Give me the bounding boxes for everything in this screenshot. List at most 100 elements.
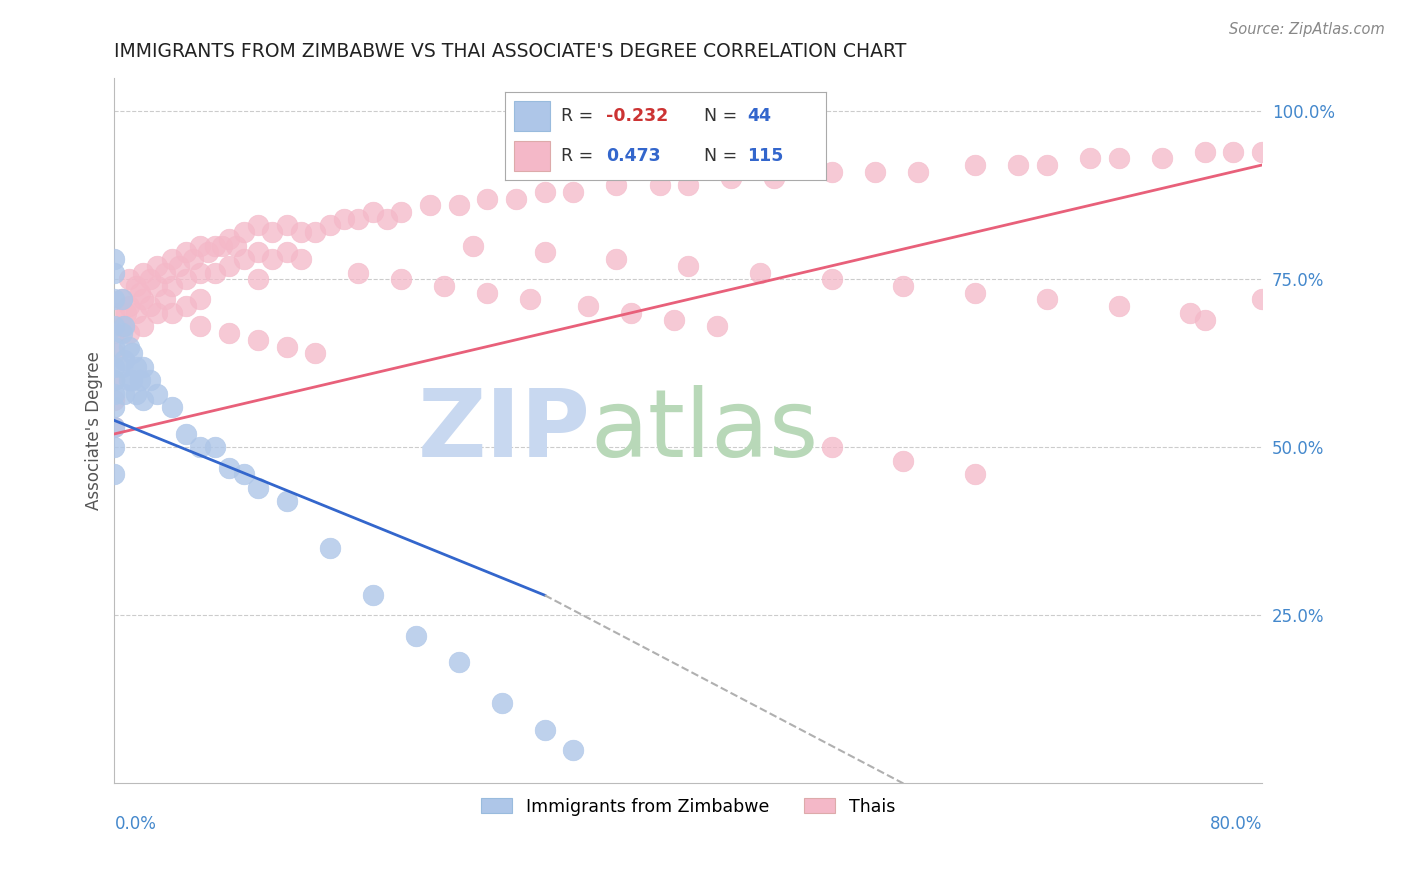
Point (262, 225, 284, 239)
Point (290, 225, 312, 239)
Point (1222, 145, 1244, 159)
Point (562, 185, 585, 199)
Point (447, 198, 470, 212)
Point (103, 326, 125, 340)
Point (160, 252, 183, 266)
Point (110, 359, 132, 374)
Point (103, 441, 125, 455)
Point (197, 245, 219, 260)
Point (190, 441, 212, 455)
Point (533, 185, 555, 199)
Point (246, 245, 269, 260)
Point (132, 319, 155, 334)
Point (167, 259, 190, 273)
Point (706, 319, 728, 334)
Point (139, 299, 162, 313)
Point (103, 266, 125, 280)
Point (232, 225, 254, 239)
Point (1108, 299, 1130, 313)
Point (121, 346, 143, 360)
Point (204, 266, 226, 280)
Point (115, 306, 138, 320)
Point (118, 326, 141, 340)
Point (419, 198, 441, 212)
Point (103, 359, 125, 374)
Point (1251, 293, 1274, 307)
Point (763, 171, 786, 186)
Point (1194, 312, 1216, 326)
Point (389, 272, 412, 286)
Point (477, 192, 499, 206)
Point (204, 441, 226, 455)
Point (907, 165, 929, 179)
Point (190, 319, 212, 334)
Point (114, 353, 136, 368)
Point (461, 238, 484, 252)
Point (218, 460, 240, 475)
Point (821, 272, 844, 286)
Point (347, 211, 370, 226)
Point (174, 245, 197, 260)
Point (1180, 306, 1202, 320)
Point (505, 192, 527, 206)
Point (1078, 151, 1101, 165)
Point (218, 232, 240, 246)
Point (1108, 151, 1130, 165)
Text: IMMIGRANTS FROM ZIMBABWE VS THAI ASSOCIATE'S DEGREE CORRELATION CHART: IMMIGRANTS FROM ZIMBABWE VS THAI ASSOCIA… (114, 42, 907, 61)
Point (620, 306, 643, 320)
Point (304, 225, 326, 239)
Point (174, 426, 197, 441)
Point (103, 339, 125, 353)
Point (139, 272, 162, 286)
Point (132, 266, 155, 280)
Point (125, 306, 148, 320)
Point (174, 299, 197, 313)
Point (118, 272, 141, 286)
Point (262, 252, 284, 266)
Point (160, 279, 183, 293)
Point (103, 420, 125, 434)
Point (204, 238, 226, 252)
Point (181, 252, 204, 266)
Point (110, 319, 132, 334)
Point (103, 386, 125, 401)
Point (118, 299, 141, 313)
Point (1150, 151, 1173, 165)
Point (863, 165, 886, 179)
Point (375, 211, 398, 226)
Point (605, 178, 627, 193)
Point (103, 373, 125, 387)
Point (103, 293, 125, 307)
Point (246, 219, 269, 233)
Point (103, 467, 125, 482)
Point (146, 386, 169, 401)
Point (103, 252, 125, 266)
Point (290, 252, 312, 266)
Point (103, 319, 125, 334)
Point (211, 238, 233, 252)
Point (965, 467, 987, 482)
Point (121, 373, 143, 387)
Point (333, 211, 356, 226)
Point (276, 219, 298, 233)
Point (103, 400, 125, 414)
Point (276, 494, 298, 508)
Point (125, 359, 148, 374)
Point (125, 386, 148, 401)
Point (347, 266, 370, 280)
Point (110, 293, 132, 307)
Point (720, 171, 742, 186)
Point (110, 293, 132, 307)
Point (318, 541, 340, 556)
Point (129, 373, 152, 387)
Point (190, 293, 212, 307)
Point (232, 467, 254, 482)
Text: 80.0%: 80.0% (1209, 815, 1263, 833)
Point (174, 272, 197, 286)
Point (749, 266, 772, 280)
Legend: Immigrants from Zimbabwe, Thais: Immigrants from Zimbabwe, Thais (472, 789, 904, 824)
Point (389, 205, 412, 219)
Point (118, 339, 141, 353)
Point (893, 454, 915, 468)
Point (129, 285, 152, 300)
